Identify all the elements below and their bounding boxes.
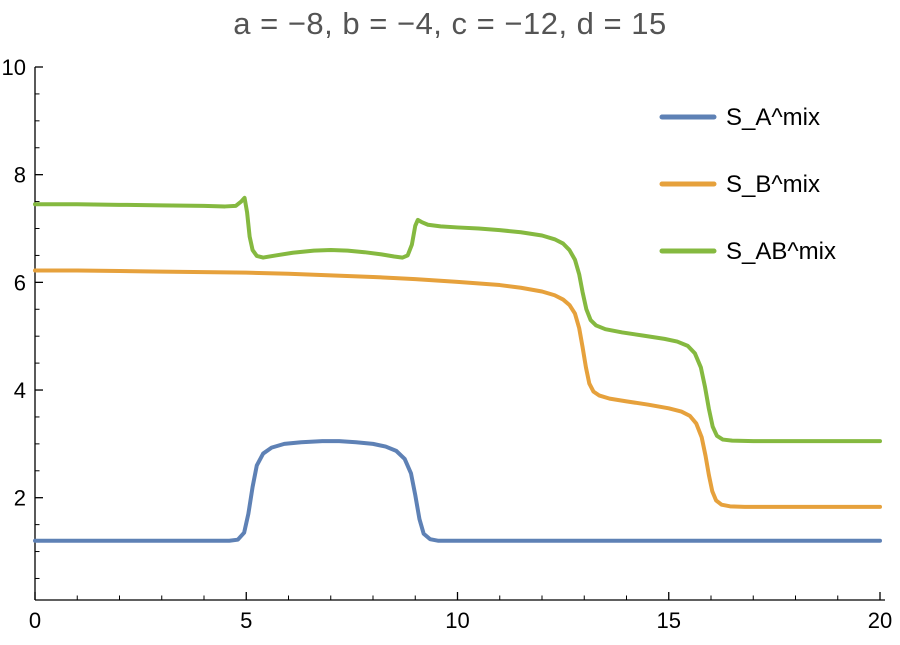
- x-tick-label: 20: [868, 608, 892, 633]
- chart-canvas: 0 5 10 15 20 2 4 6 8 10 S_A^mix S_B^mix S_AB^mix: [2, 55, 893, 633]
- y-tick-label: 2: [14, 486, 26, 511]
- y-tick-label: 10: [2, 55, 26, 80]
- legend: S_A^mix S_B^mix S_AB^mix: [659, 104, 836, 265]
- x-tick-label: 10: [445, 608, 469, 633]
- y-tick-label: 6: [14, 270, 26, 295]
- legend-label: S_A^mix: [726, 104, 820, 131]
- legend-item: S_AB^mix: [659, 238, 836, 265]
- legend-item: S_A^mix: [659, 104, 820, 131]
- y-tick-label: 4: [14, 378, 26, 403]
- x-tick-label: 5: [240, 608, 252, 633]
- series-line-s-b-mix: [33, 268, 882, 509]
- legend-label: S_AB^mix: [726, 238, 836, 265]
- x-tick-label: 0: [29, 608, 41, 633]
- legend-item: S_B^mix: [659, 171, 820, 198]
- plot-title: a = −8, b = −4, c = −12, d = 15: [233, 6, 667, 41]
- y-tick-label: 8: [14, 163, 26, 188]
- legend-label: S_B^mix: [726, 171, 820, 198]
- x-tick-label: 15: [657, 608, 681, 633]
- series-line-s-a-mix: [33, 439, 882, 543]
- series-line-s-ab-mix: [33, 195, 882, 444]
